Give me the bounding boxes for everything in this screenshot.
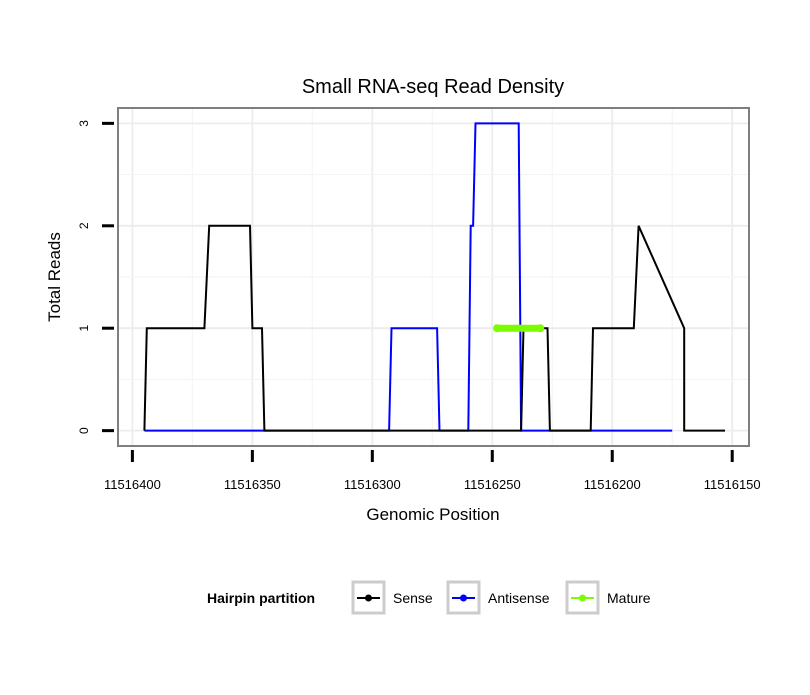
legend-label-mature: Mature: [607, 590, 651, 606]
x-tick-label: 11516300: [344, 477, 401, 492]
legend: Hairpin partition Sense Antisense Mature: [207, 580, 651, 615]
y-tick-label: 2: [77, 222, 91, 229]
grid: [118, 108, 749, 446]
x-tick-label: 11516200: [584, 477, 641, 492]
legend-label-antisense: Antisense: [488, 590, 550, 606]
series-layer: [143, 122, 725, 432]
x-tick-label: 11516400: [104, 477, 161, 492]
x-tick-label: 11516150: [704, 477, 761, 492]
legend-key-point: [579, 594, 586, 602]
plot-panel-border: [117, 107, 750, 447]
series-point-mature: [536, 324, 545, 333]
series-line-antisense: [144, 122, 673, 432]
series-line-sense: [143, 224, 725, 432]
legend-label-sense: Sense: [393, 590, 433, 606]
y-axis: 0 1 2 3: [77, 120, 114, 434]
series-point-mature: [493, 324, 502, 333]
y-tick-label: 3: [77, 120, 91, 127]
x-tick-label: 11516350: [224, 477, 281, 492]
y-axis-title: Total Reads: [45, 232, 64, 322]
x-tick-label: 11516250: [464, 477, 521, 492]
legend-key-point: [365, 594, 372, 602]
y-tick-label: 0: [77, 427, 91, 434]
x-axis-title: Genomic Position: [366, 505, 499, 524]
x-axis: 11516400 11516350 11516300 11516250 11516200…: [104, 450, 761, 492]
legend-key-point: [460, 594, 467, 602]
legend-title: Hairpin partition: [207, 590, 315, 606]
chart-title: Small RNA-seq Read Density: [302, 76, 564, 98]
y-tick-label: 1: [77, 325, 91, 332]
